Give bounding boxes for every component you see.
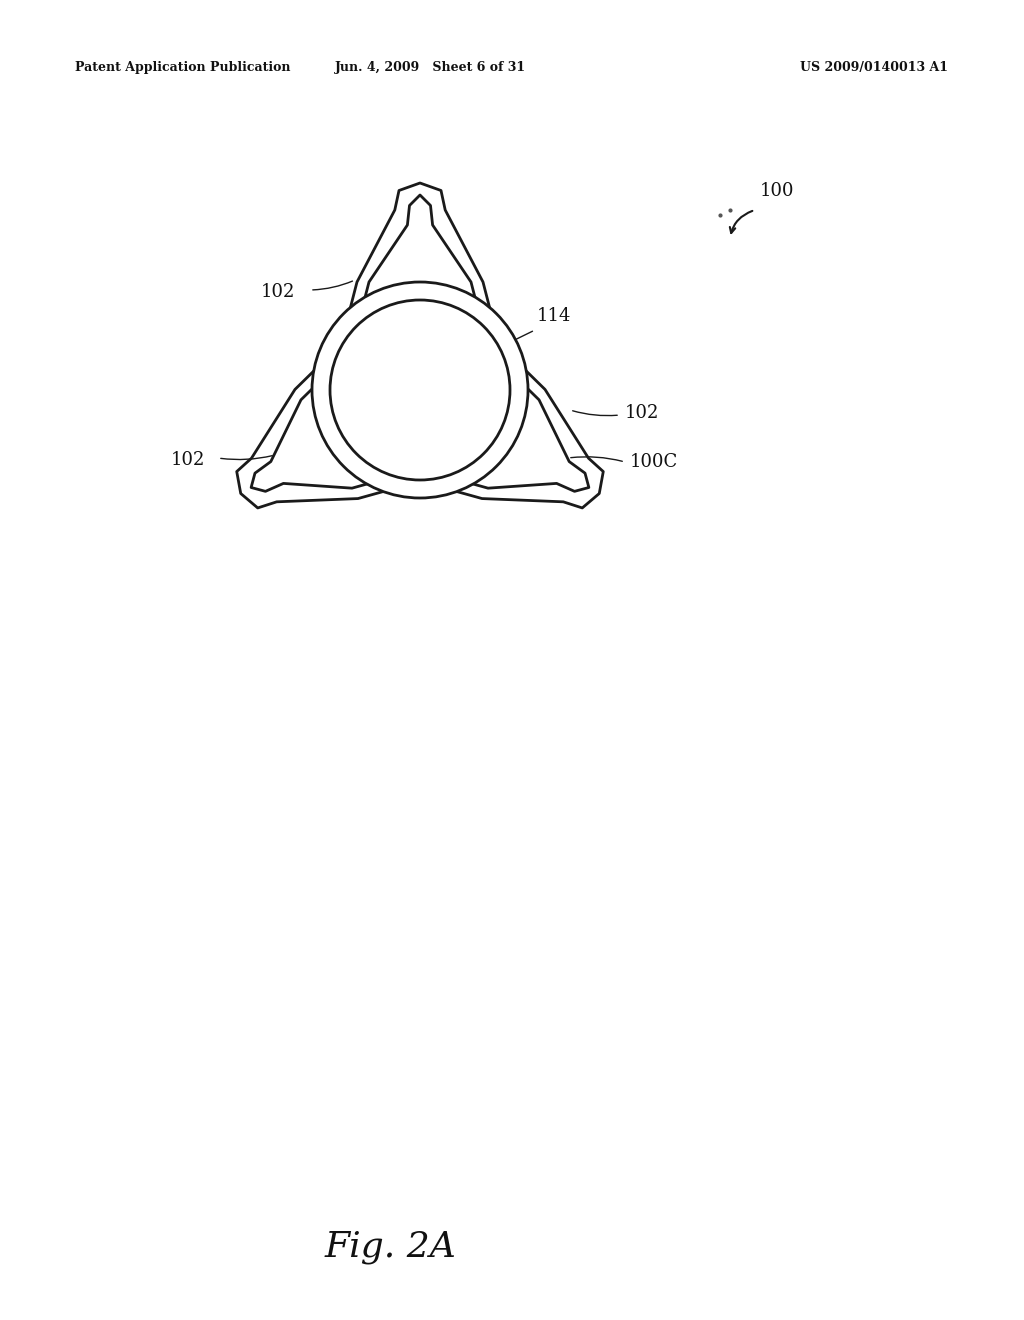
Circle shape xyxy=(312,282,528,498)
Text: 102: 102 xyxy=(261,282,295,301)
Circle shape xyxy=(330,300,510,480)
Polygon shape xyxy=(251,195,589,491)
Text: Jun. 4, 2009   Sheet 6 of 31: Jun. 4, 2009 Sheet 6 of 31 xyxy=(335,62,525,74)
Text: 102: 102 xyxy=(625,404,659,422)
Text: 102: 102 xyxy=(171,451,205,469)
Text: Fig. 2A: Fig. 2A xyxy=(324,1230,456,1265)
Text: 114: 114 xyxy=(537,308,571,325)
Text: Patent Application Publication: Patent Application Publication xyxy=(75,62,291,74)
Text: 100: 100 xyxy=(760,182,795,201)
Polygon shape xyxy=(237,183,603,508)
Text: US 2009/0140013 A1: US 2009/0140013 A1 xyxy=(800,62,948,74)
Text: 100C: 100C xyxy=(630,453,678,471)
